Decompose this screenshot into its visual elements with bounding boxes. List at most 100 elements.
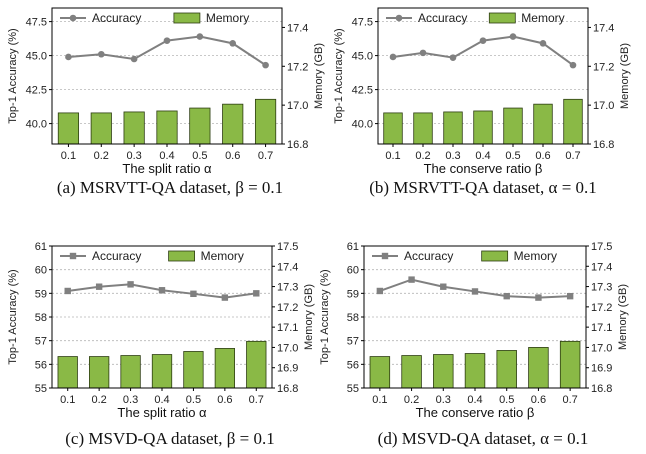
legend-label-memory: Memory — [206, 11, 249, 25]
left-tick-label: 57 — [347, 336, 359, 348]
left-tick-label: 60 — [347, 265, 359, 277]
x-tick-label: 0.7 — [565, 150, 580, 162]
right-tick-label: 16.9 — [277, 363, 298, 375]
x-tick-label: 0.4 — [467, 394, 482, 406]
right-tick-label: 17.2 — [277, 302, 298, 314]
accuracy-point — [163, 37, 171, 44]
x-tick-label: 0.2 — [404, 394, 419, 406]
memory-bar — [254, 98, 277, 145]
memory-bar — [222, 103, 244, 145]
memory-bar — [496, 350, 517, 389]
x-tick-label: 0.5 — [192, 150, 207, 162]
accuracy-point — [158, 287, 166, 294]
left-tick-label: 61 — [35, 241, 47, 253]
left-tick-label: 56 — [347, 359, 359, 371]
right-tick-label: 17.0 — [277, 342, 298, 354]
accuracy-point — [509, 33, 517, 40]
accuracy-point — [190, 290, 197, 298]
x-axis-label: The conserve ratio β — [416, 405, 535, 420]
x-tick-label: 0.4 — [159, 150, 174, 162]
accuracy-point — [253, 290, 260, 297]
right-tick-label: 17.3 — [591, 282, 612, 294]
x-tick-label: 0.2 — [91, 394, 106, 406]
x-tick-label: 0.6 — [535, 150, 550, 162]
legend-marker — [69, 14, 77, 22]
right-tick-label: 17.0 — [593, 100, 614, 112]
legend: Accuracy Memory — [386, 11, 565, 25]
x-tick-label: 0.5 — [499, 394, 514, 406]
right-tick-label: 16.8 — [287, 139, 308, 151]
memory-bar — [214, 348, 236, 389]
memory-bar — [473, 110, 493, 145]
left-tick-label: 56 — [35, 359, 47, 371]
accuracy-point — [64, 287, 71, 295]
memory-bar — [57, 112, 80, 145]
right-tick-label: 17.4 — [287, 22, 308, 34]
x-axis-label: The split ratio α — [122, 161, 212, 176]
accuracy-point — [95, 283, 103, 290]
left-tick-label: 42.5 — [26, 85, 47, 97]
left-tick-label: 47.5 — [352, 17, 373, 29]
legend-label-accuracy: Accuracy — [92, 249, 141, 263]
legend: Accuracy Memory — [60, 249, 244, 263]
accuracy-point — [471, 288, 479, 295]
accuracy-point — [569, 61, 577, 69]
left-tick-label: 61 — [347, 241, 359, 253]
legend-marker — [69, 252, 77, 260]
left-tick-label: 60 — [35, 265, 47, 277]
y-axis-label-left: Top-1 Accuracy (%) — [7, 269, 19, 364]
x-tick-label: 0.1 — [61, 150, 76, 162]
right-tick-label: 17.1 — [277, 322, 298, 334]
left-tick-label: 59 — [347, 288, 359, 300]
panel-caption: (c) MSVD-QA dataset, β = 0.1 — [65, 429, 274, 448]
memory-bar — [559, 340, 581, 389]
x-tick-label: 0.7 — [562, 394, 577, 406]
x-tick-label: 0.3 — [123, 394, 138, 406]
right-tick-label: 16.8 — [593, 139, 614, 151]
y-axis-label-right: Memory (GB) — [619, 43, 631, 109]
y-axis-label-right: Memory (GB) — [303, 284, 315, 350]
right-tick-label: 16.8 — [591, 383, 612, 395]
memory-bar — [503, 107, 523, 145]
x-tick-label: 0.1 — [385, 150, 400, 162]
memory-bar — [90, 112, 112, 145]
accuracy-point — [419, 49, 427, 57]
x-tick-label: 0.5 — [186, 394, 201, 406]
right-tick-label: 16.8 — [277, 383, 298, 395]
memory-bar — [151, 354, 173, 389]
memory-bar — [89, 356, 110, 389]
left-tick-label: 55 — [347, 383, 359, 395]
legend-bar-swatch — [168, 250, 196, 262]
legend-marker — [395, 14, 403, 22]
memory-bar — [563, 98, 583, 145]
right-tick-label: 17.4 — [277, 261, 298, 273]
left-tick-label: 58 — [347, 312, 359, 324]
accuracy-point — [566, 292, 574, 300]
memory-bar — [528, 347, 549, 389]
chart-panel-2: 47.5 45.0 42.5 40.0 17.4 17.2 17.0 16.8 0.1 0.2 0.… — [333, 7, 631, 197]
right-tick-label: 17.4 — [591, 261, 612, 273]
memory-bar — [383, 112, 403, 145]
accuracy-point — [408, 276, 415, 283]
left-tick-label: 55 — [35, 383, 47, 395]
x-tick-label: 0.6 — [217, 394, 232, 406]
right-tick-label: 17.3 — [277, 282, 298, 294]
accuracy-point — [221, 294, 229, 301]
x-tick-label: 0.4 — [475, 150, 490, 162]
x-tick-label: 0.1 — [60, 394, 75, 406]
left-tick-label: 58 — [35, 312, 47, 324]
accuracy-point — [389, 53, 397, 61]
x-axis-label: The conserve ratio β — [424, 161, 543, 176]
memory-bar — [413, 112, 433, 145]
accuracy-point — [376, 287, 384, 295]
x-tick-label: 0.3 — [126, 150, 141, 162]
memory-bar — [183, 351, 204, 389]
legend-label-accuracy: Accuracy — [404, 249, 453, 263]
legend-marker — [381, 252, 389, 260]
legend-label-memory: Memory — [521, 11, 564, 25]
panel-caption: (d) MSVD-QA dataset, α = 0.1 — [378, 429, 589, 448]
accuracy-point — [65, 53, 72, 61]
legend-label-memory: Memory — [201, 249, 244, 263]
x-tick-label: 0.3 — [445, 150, 460, 162]
right-tick-label: 17.2 — [287, 61, 308, 73]
